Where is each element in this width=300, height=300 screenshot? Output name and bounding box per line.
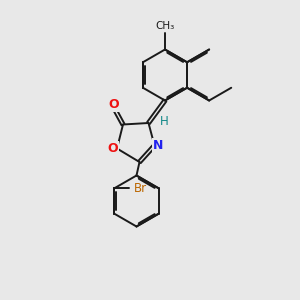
Text: O: O [109, 98, 119, 111]
Text: H: H [160, 115, 169, 128]
Text: CH₃: CH₃ [155, 22, 175, 32]
Text: Br: Br [134, 182, 147, 195]
Text: O: O [107, 142, 118, 155]
Text: N: N [153, 139, 164, 152]
